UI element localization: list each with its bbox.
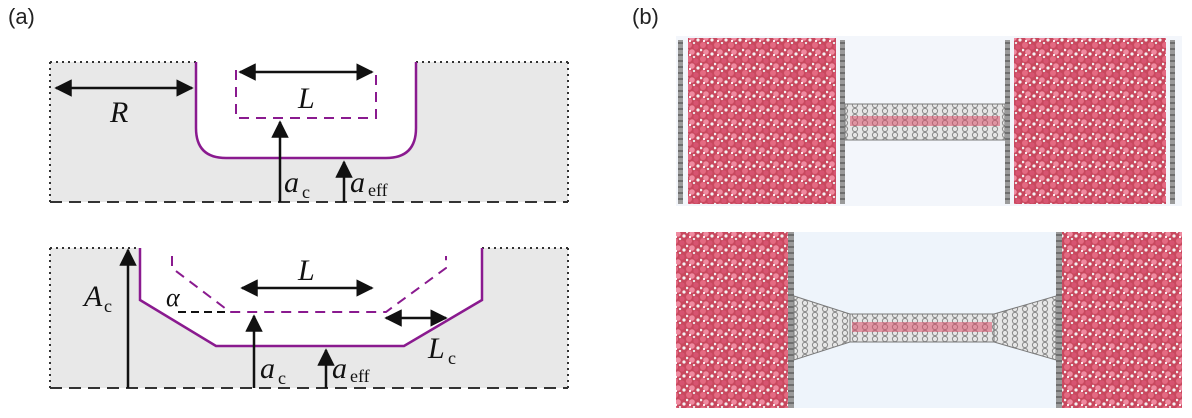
bottom-schematic: A c α L L c a c a eff bbox=[49, 247, 569, 389]
md-bottom-water-right bbox=[1062, 232, 1182, 408]
md-top-tube-water bbox=[850, 116, 1000, 126]
bottom-reservoir-fill bbox=[50, 248, 568, 388]
top-schematic: R L a c a eff bbox=[49, 61, 569, 203]
bottom-alpha-label: α bbox=[166, 283, 181, 312]
bottom-L-label: L bbox=[297, 254, 315, 287]
top-R-label: R bbox=[109, 96, 128, 129]
bottom-Ac-label: A bbox=[82, 280, 103, 313]
md-top-water-left bbox=[688, 38, 836, 204]
md-top-wall-right bbox=[1170, 40, 1175, 204]
top-ac-label: a bbox=[284, 166, 299, 199]
bottom-ac-sub: c bbox=[278, 368, 286, 388]
bottom-Lc-label: L bbox=[427, 332, 445, 365]
md-bottom-water-left bbox=[676, 232, 788, 408]
top-aeff-sub: eff bbox=[368, 180, 388, 200]
bottom-aeff-sub: eff bbox=[350, 366, 370, 386]
md-bottom-tube-water bbox=[852, 322, 992, 332]
bottom-Ac-sub: c bbox=[104, 296, 112, 316]
bottom-inner-dashed-path bbox=[171, 256, 447, 313]
top-ac-sub: c bbox=[302, 182, 310, 202]
bottom-Lc-sub: c bbox=[448, 348, 456, 368]
bottom-ac-label: a bbox=[260, 352, 275, 385]
top-aeff-label: a bbox=[350, 166, 365, 199]
panel-a-label: (a) bbox=[8, 4, 35, 29]
md-top-wall-mid-left bbox=[840, 40, 845, 204]
top-pore-contour bbox=[194, 62, 418, 160]
top-L-label: L bbox=[297, 82, 315, 115]
md-bottom-wall-left bbox=[788, 232, 794, 408]
top-reservoir-fill bbox=[50, 62, 568, 202]
md-snapshot-bottom bbox=[676, 232, 1182, 408]
bottom-pore-contour bbox=[138, 248, 484, 348]
md-top-water-right bbox=[1014, 38, 1166, 204]
panel-b-label: (b) bbox=[632, 4, 659, 29]
md-bottom-wall-right bbox=[1056, 232, 1062, 408]
md-top-wall-mid-right bbox=[1005, 40, 1010, 204]
bottom-aeff-label: a bbox=[332, 352, 347, 385]
md-snapshot-top bbox=[676, 36, 1182, 206]
top-inner-dashed-box bbox=[235, 70, 377, 119]
md-top-wall-left bbox=[678, 40, 683, 204]
